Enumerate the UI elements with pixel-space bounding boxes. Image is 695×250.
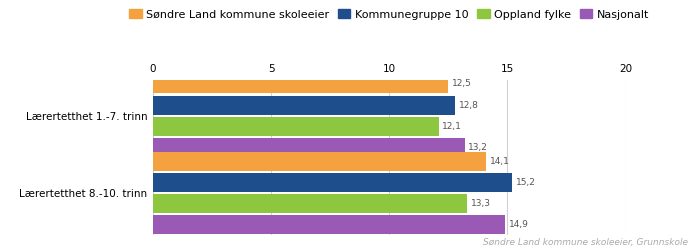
Text: 12,5: 12,5 xyxy=(452,80,472,88)
Bar xyxy=(153,173,512,192)
Text: 12,1: 12,1 xyxy=(443,122,462,131)
Bar xyxy=(153,194,467,213)
Bar xyxy=(153,138,465,157)
Text: 14,1: 14,1 xyxy=(490,157,509,166)
Bar xyxy=(153,74,448,94)
Bar xyxy=(153,117,439,136)
Bar xyxy=(153,96,455,115)
Text: 12,8: 12,8 xyxy=(459,100,479,110)
Text: 13,2: 13,2 xyxy=(468,143,488,152)
Text: Søndre Land kommune skoleeier, Grunnskole: Søndre Land kommune skoleeier, Grunnskol… xyxy=(483,238,688,248)
Legend: Søndre Land kommune skoleeier, Kommunegruppe 10, Oppland fylke, Nasjonalt: Søndre Land kommune skoleeier, Kommunegr… xyxy=(125,5,653,24)
Text: 14,9: 14,9 xyxy=(509,220,528,230)
Bar xyxy=(153,152,486,171)
Text: 15,2: 15,2 xyxy=(516,178,535,187)
Bar xyxy=(153,215,505,234)
Text: 13,3: 13,3 xyxy=(471,199,491,208)
